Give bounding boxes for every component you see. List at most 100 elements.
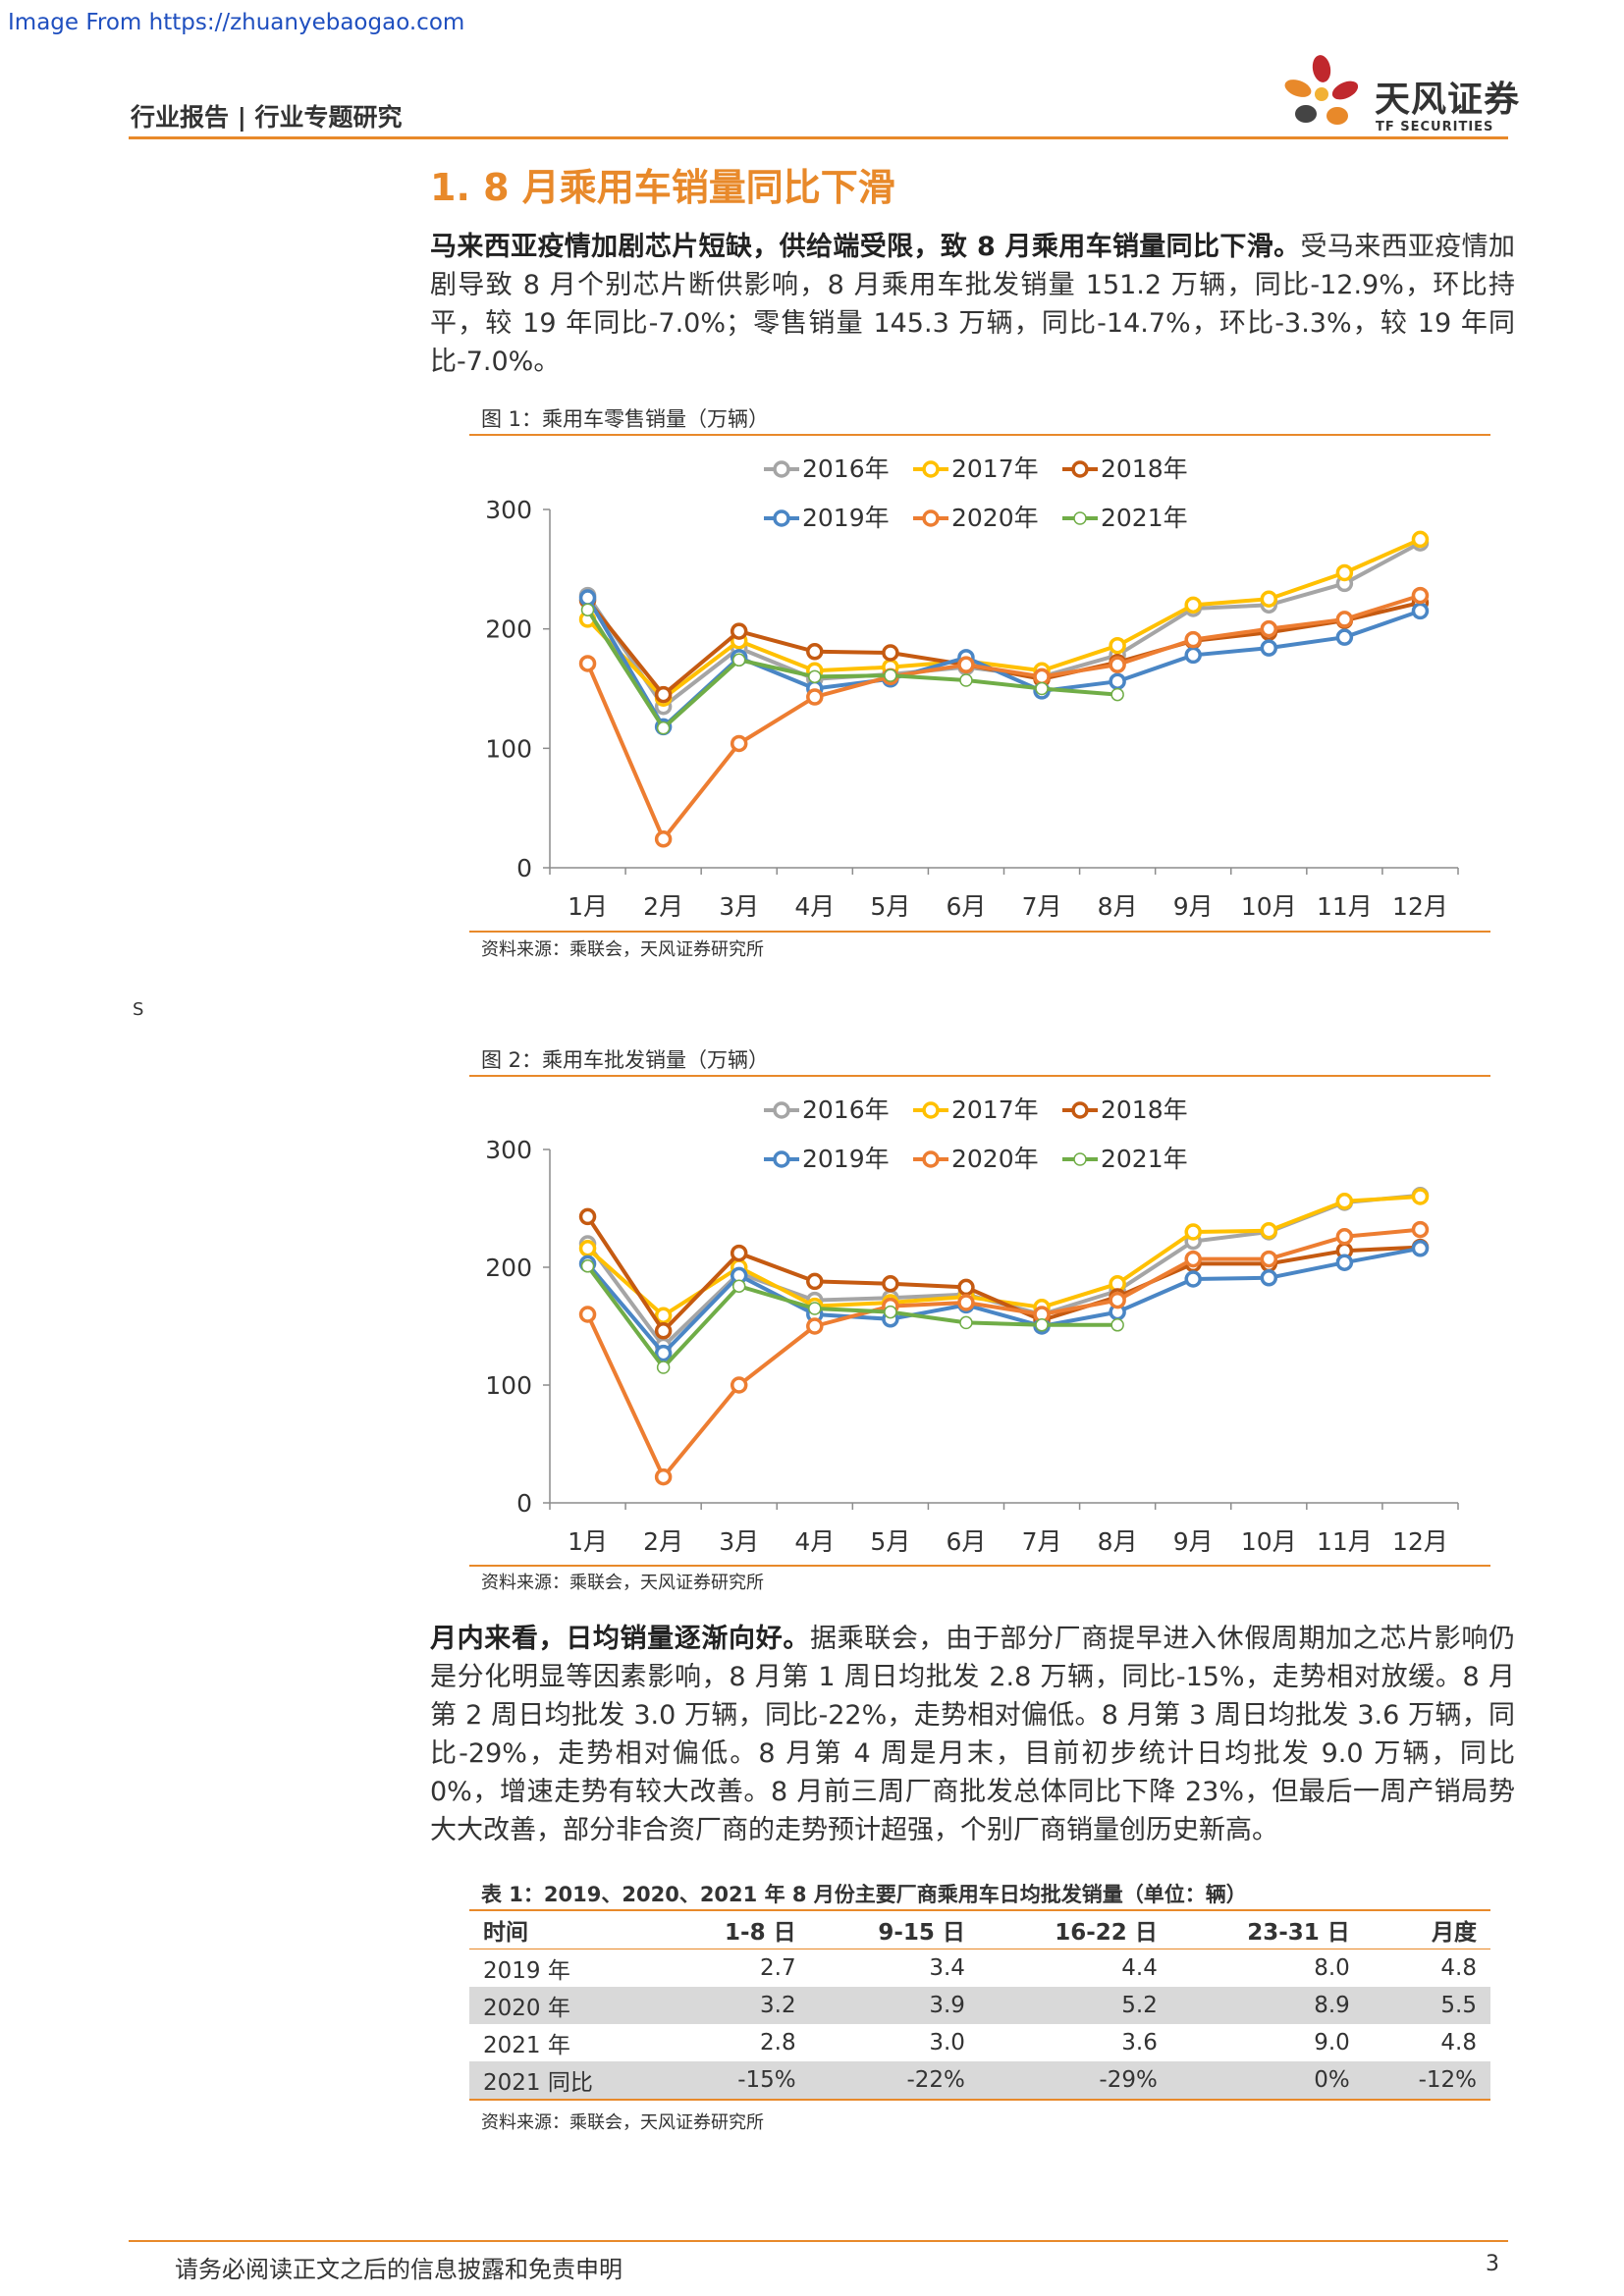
y-tick-label: 200 (485, 1254, 532, 1282)
figure-1-bottom-rule (469, 931, 1490, 933)
data-point (1335, 563, 1354, 582)
legend-swatch-marker (773, 509, 790, 527)
table-row: 2019 年 2.7 3.4 4.4 8.0 4.8 (469, 1949, 1490, 1988)
table-header-row: 时间 1-8 日 9-15 日 16-22 日 23-31 日 月度 (469, 1909, 1490, 1949)
legend-swatch-marker (773, 1101, 790, 1119)
legend-swatch-marker (1073, 511, 1087, 525)
paragraph-summary-lead: 马来西亚疫情加剧芯片短缺，供给端受限，致 8 月乘用车销量同比下滑。 (430, 232, 1301, 262)
table-cell: 8.0 (1314, 1955, 1350, 1981)
table-cell: 2.7 (760, 1955, 796, 1981)
data-point (1260, 1250, 1278, 1268)
data-point (1411, 586, 1430, 605)
legend-swatch-marker (922, 1101, 940, 1119)
header-divider (129, 136, 1508, 139)
series-line (586, 1246, 1421, 1356)
data-point (1411, 1220, 1430, 1239)
table-cell: -29% (978, 2061, 1171, 2101)
x-tick-label: 5月 (870, 892, 910, 921)
page-number: 3 (1486, 2252, 1499, 2276)
legend-label: 2017年 (951, 454, 1039, 483)
legend-swatch-marker (922, 1150, 940, 1168)
data-point (578, 655, 597, 672)
x-tick-label: 7月 (1022, 892, 1062, 921)
stray-mark: S (133, 999, 144, 1020)
data-point (1411, 1188, 1430, 1205)
data-point (1260, 619, 1278, 638)
table-header-cell: 月度 (1363, 1909, 1490, 1949)
data-point (1109, 636, 1126, 655)
x-tick-label: 6月 (947, 892, 987, 921)
table-header-cell: 时间 (469, 1909, 664, 1949)
table-cell: 2021 年 (483, 2033, 570, 2058)
data-point (654, 1468, 673, 1486)
legend-label: 2020年 (951, 504, 1039, 532)
data-point (578, 1240, 597, 1257)
legend-label: 2019年 (802, 1145, 890, 1173)
legend-label: 2019年 (802, 504, 890, 532)
legend-swatch-marker (1071, 1101, 1089, 1119)
data-point (882, 644, 899, 662)
data-point (1260, 1269, 1278, 1287)
legend-swatch-marker (773, 1150, 790, 1168)
data-point (1260, 639, 1278, 657)
x-tick-label: 9月 (1173, 1527, 1214, 1556)
x-tick-label: 1月 (568, 892, 608, 921)
data-point (1184, 630, 1202, 649)
data-point (1335, 1254, 1354, 1271)
data-point (1184, 596, 1202, 614)
x-tick-label: 8月 (1098, 1527, 1138, 1556)
legend-label: 2017年 (951, 1095, 1039, 1124)
data-point (1035, 1318, 1049, 1332)
watermark: Image From https://zhuanyebaogao.com (8, 10, 465, 35)
y-tick-label: 100 (485, 1371, 532, 1400)
data-point (1110, 687, 1124, 702)
table-cell: 4.4 (1121, 1955, 1158, 1981)
data-point (1411, 530, 1430, 549)
data-point (957, 1278, 975, 1297)
series-line (585, 593, 1422, 841)
x-tick-label: 1月 (568, 1527, 608, 1556)
y-tick-label: 200 (485, 615, 532, 644)
data-point (1109, 672, 1126, 690)
x-tick-label: 10月 (1241, 1527, 1297, 1556)
data-point (884, 668, 897, 682)
legend-swatch-marker (773, 460, 790, 478)
data-point (730, 734, 748, 753)
x-tick-label: 4月 (794, 892, 835, 921)
data-point (1184, 1250, 1202, 1268)
data-point (1411, 602, 1430, 620)
legend-label: 2018年 (1101, 1095, 1188, 1124)
table-cell: 3.0 (929, 2030, 965, 2056)
data-point (1335, 1228, 1354, 1246)
footer-divider (129, 2240, 1508, 2242)
daily-wholesale-table: 时间 1-8 日 9-15 日 16-22 日 23-31 日 月度 2019 … (469, 1909, 1490, 2101)
data-point (1184, 1270, 1202, 1288)
table-cell: 4.8 (1440, 2030, 1477, 2056)
data-point (731, 653, 746, 667)
data-point (959, 1315, 973, 1330)
paragraph-summary: 马来西亚疫情加剧芯片短缺，供给端受限，致 8 月乘用车销量同比下滑。受马来西亚疫… (430, 228, 1515, 381)
data-point (806, 688, 824, 706)
figure-2-title: 图 2：乘用车批发销量（万辆） (481, 1048, 770, 1072)
table-row: 2021 同比 -15% -22% -29% 0% -12% (469, 2061, 1490, 2101)
x-tick-label: 8月 (1098, 892, 1138, 921)
x-tick-label: 7月 (1022, 1527, 1062, 1556)
table-cell: -22% (809, 2061, 979, 2101)
section-title: 1. 8 月乘用车销量同比下滑 (430, 166, 895, 209)
x-tick-label: 2月 (643, 1527, 683, 1556)
x-tick-label: 6月 (947, 1527, 987, 1556)
x-tick-label: 9月 (1173, 892, 1214, 921)
y-tick-label: 300 (485, 496, 532, 524)
table-header-cell: 9-15 日 (809, 1909, 979, 1949)
data-point (580, 1259, 595, 1273)
chart-wholesale-sales: 300 200 100 0 1月 2月 3月 4月 5月 6月 7月 8月 9月 10月 11月 12月 201… (485, 1095, 1459, 1556)
legend-swatch-marker (1073, 1152, 1087, 1166)
table-cell: -12% (1363, 2061, 1490, 2101)
figure-2-source: 资料来源：乘联会，天风证券研究所 (481, 1573, 764, 1593)
y-tick-label: 300 (485, 1136, 532, 1164)
table-cell: 8.9 (1170, 1987, 1364, 2024)
table-header-cell: 1-8 日 (664, 1909, 810, 1949)
series-line (585, 609, 1118, 730)
x-tick-label: 11月 (1317, 892, 1373, 921)
table-cell: 2019 年 (483, 1958, 570, 1984)
